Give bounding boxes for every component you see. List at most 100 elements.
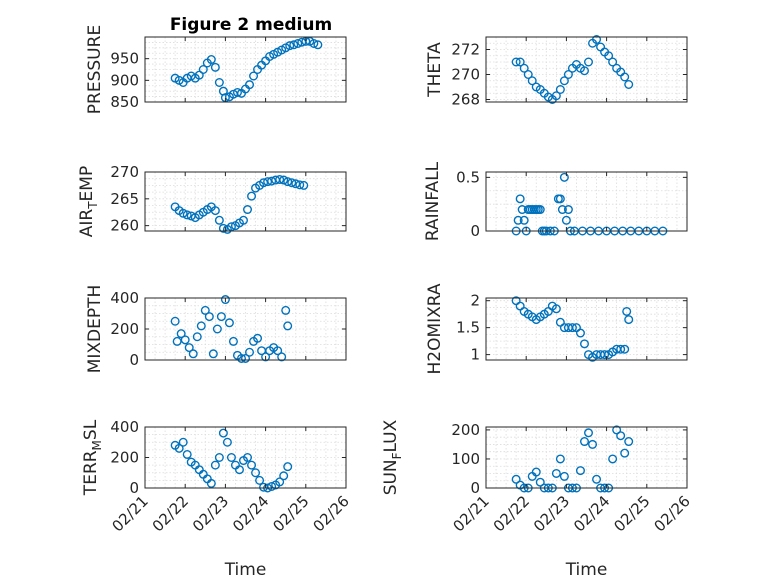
panel-air_temp: 260 265 270 AIRTEMP (77, 163, 347, 237)
data-point (592, 35, 602, 45)
y-tick-label: 200 (110, 449, 139, 467)
data-point (251, 468, 261, 478)
x-tick-label: 02/25 (269, 492, 312, 535)
data-point (267, 481, 277, 491)
data-point (575, 328, 585, 338)
y-axis-label: PRESSURE (85, 25, 105, 114)
x-axis-label: Time (224, 560, 267, 580)
panel-sun_flux: 0 100 200 SUNFLUX 02/2102/2202/2302/2402/250… (381, 419, 694, 580)
data-point (198, 64, 208, 74)
data-point (519, 215, 529, 225)
data-point (555, 454, 565, 464)
data-point (555, 194, 565, 204)
y-tick-label: 0 (129, 479, 139, 497)
x-tick-label: 02/23 (530, 492, 573, 535)
data-point (551, 304, 561, 314)
y-tick-label: 400 (110, 418, 139, 436)
data-point (210, 62, 220, 72)
y-axis-label: TERRMSL (81, 419, 104, 496)
y-axis-label: MIXDEPTH (85, 285, 105, 374)
y-tick-label: 270 (110, 163, 139, 181)
data-point (206, 55, 216, 65)
y-tick-label: 0 (470, 222, 480, 240)
x-tick-label: 02/21 (450, 492, 493, 535)
panel-h2omixra: 1 1.5 2 H2OMIXRA (425, 283, 688, 375)
x-tick-label: 02/26 (651, 492, 694, 535)
data-point (249, 71, 259, 81)
data-point (608, 57, 618, 67)
data-point (281, 305, 291, 315)
data-point (170, 316, 180, 326)
data-point (228, 336, 238, 346)
y-tick-label: 850 (110, 93, 139, 111)
y-tick-label: 900 (110, 71, 139, 89)
data-point (551, 468, 561, 478)
data-point (277, 352, 287, 362)
y-tick-label: 200 (451, 421, 480, 439)
data-point (232, 87, 242, 97)
data-point (295, 180, 305, 190)
data-point (210, 206, 220, 216)
data-point (243, 205, 253, 215)
data-point (596, 42, 606, 52)
axes-box (144, 36, 347, 103)
data-point (208, 349, 218, 359)
data-point (555, 317, 565, 327)
data-point (616, 431, 626, 441)
data-point (283, 321, 293, 331)
y-tick-label: 200 (110, 320, 139, 338)
x-tick-label: 02/23 (189, 492, 232, 535)
data-point (255, 475, 265, 485)
data-point (172, 336, 182, 346)
y-axis-label: SUNFLUX (381, 419, 404, 495)
data-point (588, 439, 598, 449)
data-point (210, 460, 220, 470)
data-point (275, 175, 285, 185)
data-point (513, 215, 523, 225)
data-point (200, 305, 210, 315)
data-point (259, 178, 269, 188)
data-point (178, 208, 188, 218)
data-point (527, 76, 537, 86)
data-point (261, 352, 271, 362)
data-point (214, 77, 224, 87)
data-point (236, 353, 246, 363)
y-axis-label: RAINFALL (423, 161, 443, 241)
y-tick-label: 260 (110, 217, 139, 235)
data-point (600, 350, 610, 360)
data-point (579, 66, 589, 76)
data-point (245, 80, 255, 90)
data-point (184, 343, 194, 353)
data-point (616, 344, 626, 354)
data-point (214, 453, 224, 463)
panel-terr_msl: 0 200 400 TERRMSL02/2102/2202/2302/2402/250… (81, 418, 353, 580)
data-point (192, 332, 202, 342)
data-point (212, 324, 222, 334)
data-point (624, 79, 634, 89)
axes-box (485, 36, 688, 103)
data-point (218, 428, 228, 438)
x-axis-label: Time (565, 560, 608, 580)
data-point (216, 312, 226, 322)
data-point (604, 51, 614, 61)
y-axis-label: H2OMIXRA (425, 283, 445, 374)
data-point (309, 39, 319, 49)
data-point (535, 205, 545, 215)
data-point (253, 333, 263, 343)
data-point (273, 346, 283, 356)
data-point (283, 462, 293, 472)
data-point (243, 453, 253, 463)
data-point (575, 466, 585, 476)
y-tick-label: 400 (110, 289, 139, 307)
data-point (563, 205, 573, 215)
data-point (563, 69, 573, 79)
data-point (519, 63, 529, 73)
data-point (176, 329, 186, 339)
y-tick-label: 1 (470, 346, 480, 364)
data-point (313, 40, 323, 50)
y-tick-label: 0.5 (456, 168, 480, 186)
data-point (174, 443, 184, 453)
data-point (247, 191, 257, 201)
data-point (523, 69, 533, 79)
data-point (620, 448, 630, 458)
